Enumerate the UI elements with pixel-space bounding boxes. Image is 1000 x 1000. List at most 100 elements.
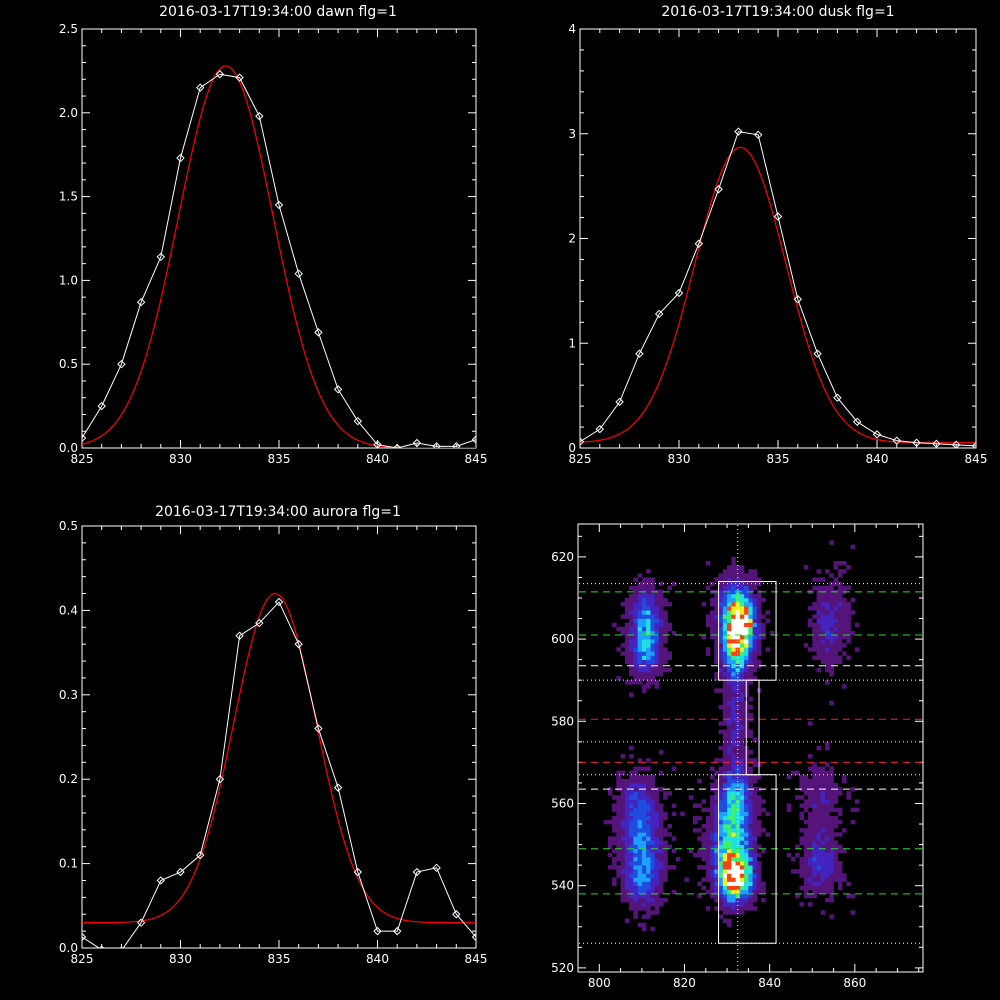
y-tick-label: 0.5	[59, 357, 78, 371]
heatmap-cell	[718, 873, 724, 878]
heatmap-cell	[812, 848, 817, 854]
heatmap-cell	[816, 795, 822, 800]
heatmap-cell	[748, 807, 753, 813]
heatmap-cell	[616, 819, 621, 825]
heatmap-cell	[633, 877, 638, 882]
heatmap-cell	[620, 778, 626, 784]
heatmap-cell	[641, 902, 647, 907]
heatmap-cell	[654, 889, 660, 895]
heatmap-cell	[825, 873, 830, 878]
heatmap-cell	[731, 848, 736, 854]
heatmap-cell	[629, 803, 634, 808]
heatmap-cell	[727, 861, 732, 866]
heatmap-cell	[641, 597, 647, 603]
heatmap-cell	[752, 577, 758, 582]
heatmap-cell	[693, 852, 698, 858]
heatmap-cell	[710, 836, 715, 841]
heatmap-cell	[837, 643, 843, 648]
heatmap-cell	[722, 815, 728, 821]
heatmap-cell	[633, 791, 638, 796]
heatmap-cell	[612, 836, 617, 841]
heatmap-cell	[641, 865, 647, 870]
heatmap-cell	[629, 799, 634, 804]
heatmap-cell	[748, 852, 753, 858]
heatmap-cell	[722, 639, 728, 644]
heatmap-cell	[739, 643, 745, 648]
heatmap-cell	[739, 774, 745, 780]
heatmap-cell	[727, 573, 732, 578]
heatmap-cell	[633, 593, 638, 599]
heatmap-cell	[837, 634, 843, 640]
heatmap-cell	[842, 778, 847, 784]
data-line	[82, 601, 476, 948]
heatmap-cell	[629, 848, 634, 854]
heatmap-cell	[658, 881, 664, 886]
heatmap-cell	[727, 873, 732, 878]
heatmap-cell	[658, 630, 664, 636]
heatmap-cell	[812, 819, 817, 825]
heatmap-cell	[748, 639, 753, 644]
heatmap-cell	[633, 639, 638, 644]
heatmap-cell	[731, 643, 736, 648]
heatmap-cell	[756, 577, 762, 582]
heatmap-cell	[765, 647, 770, 652]
heatmap-cell	[748, 889, 753, 895]
heatmap-cell	[829, 667, 834, 673]
heatmap-cell	[701, 832, 707, 837]
heatmap-cell	[714, 606, 719, 611]
heatmap-cell	[842, 643, 847, 648]
heatmap-cell	[727, 639, 732, 644]
heatmap-cell	[812, 865, 817, 870]
heatmap-cell	[739, 569, 745, 574]
heatmap-cell	[650, 861, 655, 866]
heatmap-cell	[833, 799, 839, 804]
heatmap-cell	[816, 651, 822, 656]
heatmap-cell	[833, 852, 839, 858]
heatmap-cell	[739, 832, 745, 837]
heatmap-cell	[654, 824, 660, 829]
heatmap-cell	[633, 807, 638, 813]
heatmap-cell	[816, 811, 822, 817]
heatmap-cell	[641, 877, 647, 882]
heatmap-cell	[739, 758, 745, 763]
heatmap-cell	[646, 778, 651, 784]
heatmap-cell	[663, 659, 668, 665]
heatmap-cell	[637, 885, 643, 891]
heatmap-cell	[629, 807, 634, 813]
heatmap-cell	[663, 626, 668, 632]
heatmap-cell	[744, 791, 749, 796]
heatmap-cell	[671, 848, 677, 854]
heatmap-cell	[710, 782, 715, 788]
heatmap-cell	[624, 824, 630, 829]
heatmap-cell	[641, 602, 647, 607]
heatmap-cell	[727, 799, 732, 804]
heatmap-cell	[748, 840, 753, 845]
heatmap-cell	[722, 667, 728, 673]
heatmap-cell	[727, 840, 732, 845]
heatmap-cell	[799, 828, 805, 833]
heatmap-cell	[803, 782, 809, 788]
heatmap-cell	[739, 877, 745, 882]
heatmap-cell	[727, 647, 732, 652]
y-tick-label: 520	[551, 961, 574, 975]
heatmap-cell	[739, 597, 745, 603]
heatmap-cell	[799, 885, 805, 891]
heatmap-cell	[744, 885, 749, 891]
heatmap-cell	[820, 824, 826, 829]
heatmap-cell	[650, 659, 655, 665]
heatmap-cell	[718, 889, 724, 895]
heatmap-cell	[705, 614, 711, 619]
heatmap-cell	[714, 877, 719, 882]
heatmap-cell	[748, 606, 753, 611]
heatmap-cell	[739, 602, 745, 607]
heatmap-cell	[718, 877, 724, 882]
heatmap-cell	[654, 844, 660, 849]
heatmap-cell	[727, 856, 732, 862]
heatmap-cell	[731, 614, 736, 619]
heatmap-cell	[705, 836, 711, 841]
heatmap-cell	[820, 799, 826, 804]
heatmap-cell	[714, 811, 719, 817]
heatmap-cell	[722, 659, 728, 665]
heatmap-cell	[637, 889, 643, 895]
heatmap-cell	[663, 630, 668, 636]
